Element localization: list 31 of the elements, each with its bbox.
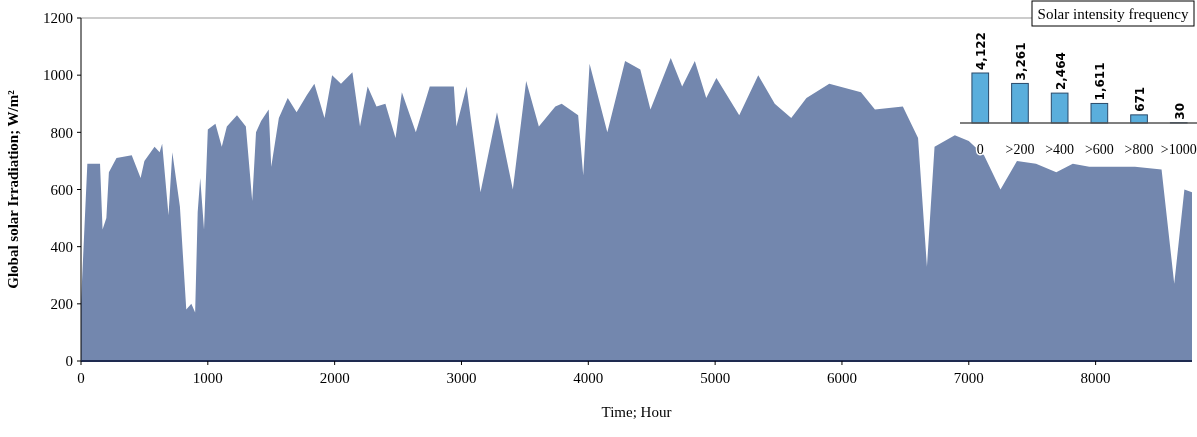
y-tick-label: 400 — [50, 238, 73, 255]
data-label: 2,464 — [1053, 52, 1068, 91]
y-tick-label: 600 — [50, 181, 73, 198]
x-tick-label: 0 — [976, 142, 984, 157]
y-tick-label: 1000 — [43, 67, 73, 84]
data-label: 3,261 — [1013, 42, 1028, 81]
x-tick-label: >400 — [1045, 142, 1075, 157]
x-axis-title: Time; Hour — [601, 404, 672, 420]
chart-title: Solar intensity frequency — [1037, 6, 1189, 22]
x-tick-label: 0 — [77, 370, 85, 386]
y-tick-label: 1200 — [43, 10, 73, 27]
data-label: 1,611 — [1093, 62, 1108, 101]
y-tick-label: 0 — [65, 353, 73, 370]
x-tick-label: 3000 — [446, 370, 477, 386]
x-tick-label: 7000 — [953, 370, 984, 386]
x-tick-label: >1000 — [1160, 142, 1197, 157]
y-tick-label: 800 — [50, 124, 73, 141]
x-tick-label: >800 — [1124, 142, 1154, 157]
x-tick-label: 8000 — [1080, 370, 1111, 386]
x-tick-label: >600 — [1084, 142, 1114, 157]
x-tick-label: 1000 — [192, 370, 223, 386]
x-tick-label: 5000 — [700, 370, 731, 386]
y-axis-title: Global solar Irradiation; W/m² — [5, 89, 21, 289]
y-tick-label: 200 — [50, 296, 73, 313]
x-tick-label: >200 — [1005, 142, 1035, 157]
x-tick-label: 6000 — [826, 370, 857, 386]
x-tick-label: 2000 — [319, 370, 350, 386]
x-tick-label: 4000 — [573, 370, 604, 386]
data-label: 30 — [1172, 102, 1187, 120]
data-label: 671 — [1133, 86, 1148, 112]
data-label: 4,122 — [974, 32, 989, 70]
